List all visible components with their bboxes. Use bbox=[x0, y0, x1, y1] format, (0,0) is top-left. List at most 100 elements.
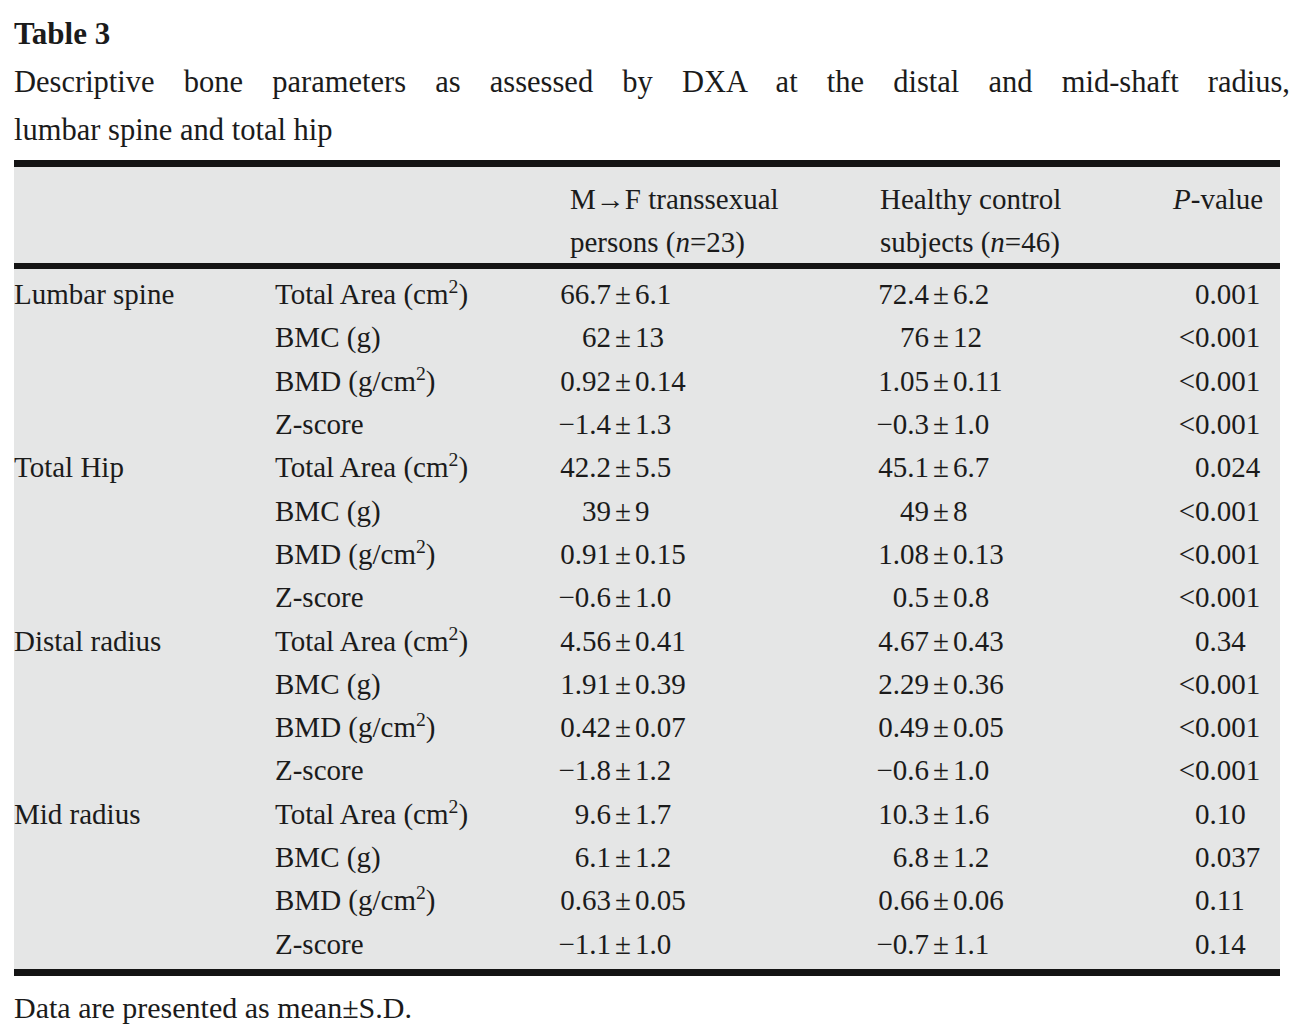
table-label: Table 3 bbox=[14, 16, 1290, 52]
cell-hc-value: 10.3±1.6 bbox=[868, 798, 1160, 831]
cell-mf-value: −0.6±1.0 bbox=[557, 581, 868, 614]
table-caption: Descriptive bone parameters as assessed … bbox=[14, 58, 1290, 154]
cell-section: Total Hip bbox=[14, 451, 275, 484]
table-row: Total HipTotal Area (cm2)42.2±5.5 45.1±6.… bbox=[14, 446, 1280, 489]
cell-hc-value: 0.66±0.06 bbox=[868, 884, 1160, 917]
p-value: <0.001 bbox=[1195, 408, 1260, 441]
p-value: 0.11 bbox=[1195, 884, 1245, 917]
cell-parameter: Total Area (cm2) bbox=[275, 798, 557, 831]
cell-p-value: <0.001 bbox=[1160, 581, 1280, 614]
table-row: BMD (g/cm2)0.42±0.07 0.49±0.05 <0.001 bbox=[14, 706, 1280, 749]
cell-hc-value: 1.05±0.11 bbox=[868, 365, 1160, 398]
p-value: <0.001 bbox=[1195, 754, 1260, 787]
cell-hc-value: −0.6±1.0 bbox=[868, 754, 1160, 787]
mean-sd-value: 4.56±0.41 bbox=[557, 625, 686, 658]
mean-sd-value: 0.49±0.05 bbox=[868, 711, 1004, 744]
table-rule-bottom bbox=[14, 969, 1280, 976]
cell-hc-value: 0.5±0.8 bbox=[868, 581, 1160, 614]
cell-parameter: BMC (g) bbox=[275, 841, 557, 874]
cell-mf-value: −1.8±1.2 bbox=[557, 754, 868, 787]
cell-p-value: <0.001 bbox=[1160, 495, 1280, 528]
cell-p-value: 0.10 bbox=[1160, 798, 1280, 831]
cell-hc-value: 6.8±1.2 bbox=[868, 841, 1160, 874]
cell-mf-value: −1.1±1.0 bbox=[557, 928, 868, 961]
cell-section: Distal radius bbox=[14, 625, 275, 658]
mean-sd-value: −0.6±1.0 bbox=[557, 581, 671, 614]
p-value: 0.037 bbox=[1195, 841, 1260, 874]
cell-mf-value: 6.1±1.2 bbox=[557, 841, 868, 874]
cell-p-value: <0.001 bbox=[1160, 408, 1280, 441]
p-value: 0.024 bbox=[1195, 451, 1260, 484]
p-value: <0.001 bbox=[1195, 365, 1260, 398]
cell-parameter: Z-score bbox=[275, 754, 557, 787]
mean-sd-value: 72.4±6.2 bbox=[868, 278, 989, 311]
table-stripe: M→F transsexual persons (n=23) Healthy c… bbox=[14, 167, 1280, 969]
p-value: 0.001 bbox=[1195, 278, 1260, 311]
cell-mf-value: 42.2±5.5 bbox=[557, 451, 868, 484]
p-value: 0.34 bbox=[1195, 625, 1246, 658]
table-row: BMD (g/cm2)0.92±0.141.05±0.11<0.001 bbox=[14, 360, 1280, 403]
cell-parameter: BMC (g) bbox=[275, 668, 557, 701]
header-col-group bbox=[14, 178, 275, 264]
cell-p-value: <0.001 bbox=[1160, 538, 1280, 571]
mean-sd-value: 10.3±1.6 bbox=[868, 798, 989, 831]
table-row: Z-score−1.4±1.3−0.3±1.0 <0.001 bbox=[14, 403, 1280, 446]
cell-hc-value: 76±12 bbox=[868, 321, 1160, 354]
table-row: Distal radiusTotal Area (cm2)4.56±0.414.… bbox=[14, 619, 1280, 662]
cell-mf-value: 62±13 bbox=[557, 321, 868, 354]
mean-sd-value: 6.8±1.2 bbox=[868, 841, 989, 874]
cell-mf-value: 39±9 bbox=[557, 495, 868, 528]
cell-mf-value: 0.42±0.07 bbox=[557, 711, 868, 744]
cell-hc-value: −0.7±1.1 bbox=[868, 928, 1160, 961]
mean-sd-value: −0.7±1.1 bbox=[868, 928, 989, 961]
cell-hc-value: 4.67±0.43 bbox=[868, 625, 1160, 658]
cell-p-value: 0.34 bbox=[1160, 625, 1280, 658]
cell-hc-value: 45.1±6.7 bbox=[868, 451, 1160, 484]
cell-mf-value: 1.91±0.39 bbox=[557, 668, 868, 701]
cell-parameter: BMC (g) bbox=[275, 495, 557, 528]
cell-mf-value: 0.63±0.05 bbox=[557, 884, 868, 917]
cell-hc-value: −0.3±1.0 bbox=[868, 408, 1160, 441]
header-col-parameter bbox=[275, 178, 557, 264]
cell-mf-value: 0.92±0.14 bbox=[557, 365, 868, 398]
mean-sd-value: −0.3±1.0 bbox=[868, 408, 989, 441]
cell-mf-value: −1.4±1.3 bbox=[557, 408, 868, 441]
mean-sd-value: 42.2±5.5 bbox=[557, 451, 671, 484]
cell-parameter: Total Area (cm2) bbox=[275, 451, 557, 484]
mean-sd-value: 1.08±0.13 bbox=[868, 538, 1004, 571]
p-value: 0.14 bbox=[1195, 928, 1246, 961]
cell-parameter: Z-score bbox=[275, 928, 557, 961]
cell-parameter: Z-score bbox=[275, 581, 557, 614]
cell-section: Mid radius bbox=[14, 798, 275, 831]
p-value: 0.10 bbox=[1195, 798, 1246, 831]
table-row: Mid radiusTotal Area (cm2)9.6±1.7 10.3±1.… bbox=[14, 793, 1280, 836]
p-value: <0.001 bbox=[1195, 495, 1260, 528]
mean-sd-value: 1.91±0.39 bbox=[557, 668, 686, 701]
mean-sd-value: 0.5±0.8 bbox=[868, 581, 989, 614]
p-value: <0.001 bbox=[1195, 538, 1260, 571]
mean-sd-value: 2.29±0.36 bbox=[868, 668, 1004, 701]
mean-sd-value: 45.1±6.7 bbox=[868, 451, 989, 484]
mean-sd-value: 62±13 bbox=[557, 321, 664, 354]
cell-parameter: Z-score bbox=[275, 408, 557, 441]
mean-sd-value: 0.42±0.07 bbox=[557, 711, 686, 744]
mean-sd-value: 1.05±0.11 bbox=[868, 365, 1003, 398]
cell-mf-value: 66.7±6.1 bbox=[557, 278, 868, 311]
cell-hc-value: 0.49±0.05 bbox=[868, 711, 1160, 744]
cell-parameter: BMD (g/cm2) bbox=[275, 884, 557, 917]
cell-p-value: 0.14 bbox=[1160, 928, 1280, 961]
table-caption-line2: lumbar spine and total hip bbox=[14, 106, 1290, 154]
table-row: BMD (g/cm2)0.91±0.151.08±0.13<0.001 bbox=[14, 533, 1280, 576]
table-row: Z-score−1.8±1.2−0.6±1.0 <0.001 bbox=[14, 749, 1280, 792]
cell-hc-value: 1.08±0.13 bbox=[868, 538, 1160, 571]
mean-sd-value: 0.91±0.15 bbox=[557, 538, 686, 571]
header-col-healthy-control: Healthy control subjects (n=46) bbox=[868, 178, 1160, 264]
cell-mf-value: 9.6±1.7 bbox=[557, 798, 868, 831]
cell-p-value: <0.001 bbox=[1160, 711, 1280, 744]
cell-parameter: BMD (g/cm2) bbox=[275, 711, 557, 744]
mean-sd-value: 66.7±6.1 bbox=[557, 278, 671, 311]
cell-p-value: <0.001 bbox=[1160, 365, 1280, 398]
mean-sd-value: −0.6±1.0 bbox=[868, 754, 989, 787]
mean-sd-value: 6.1±1.2 bbox=[557, 841, 671, 874]
mean-sd-value: 9.6±1.7 bbox=[557, 798, 671, 831]
